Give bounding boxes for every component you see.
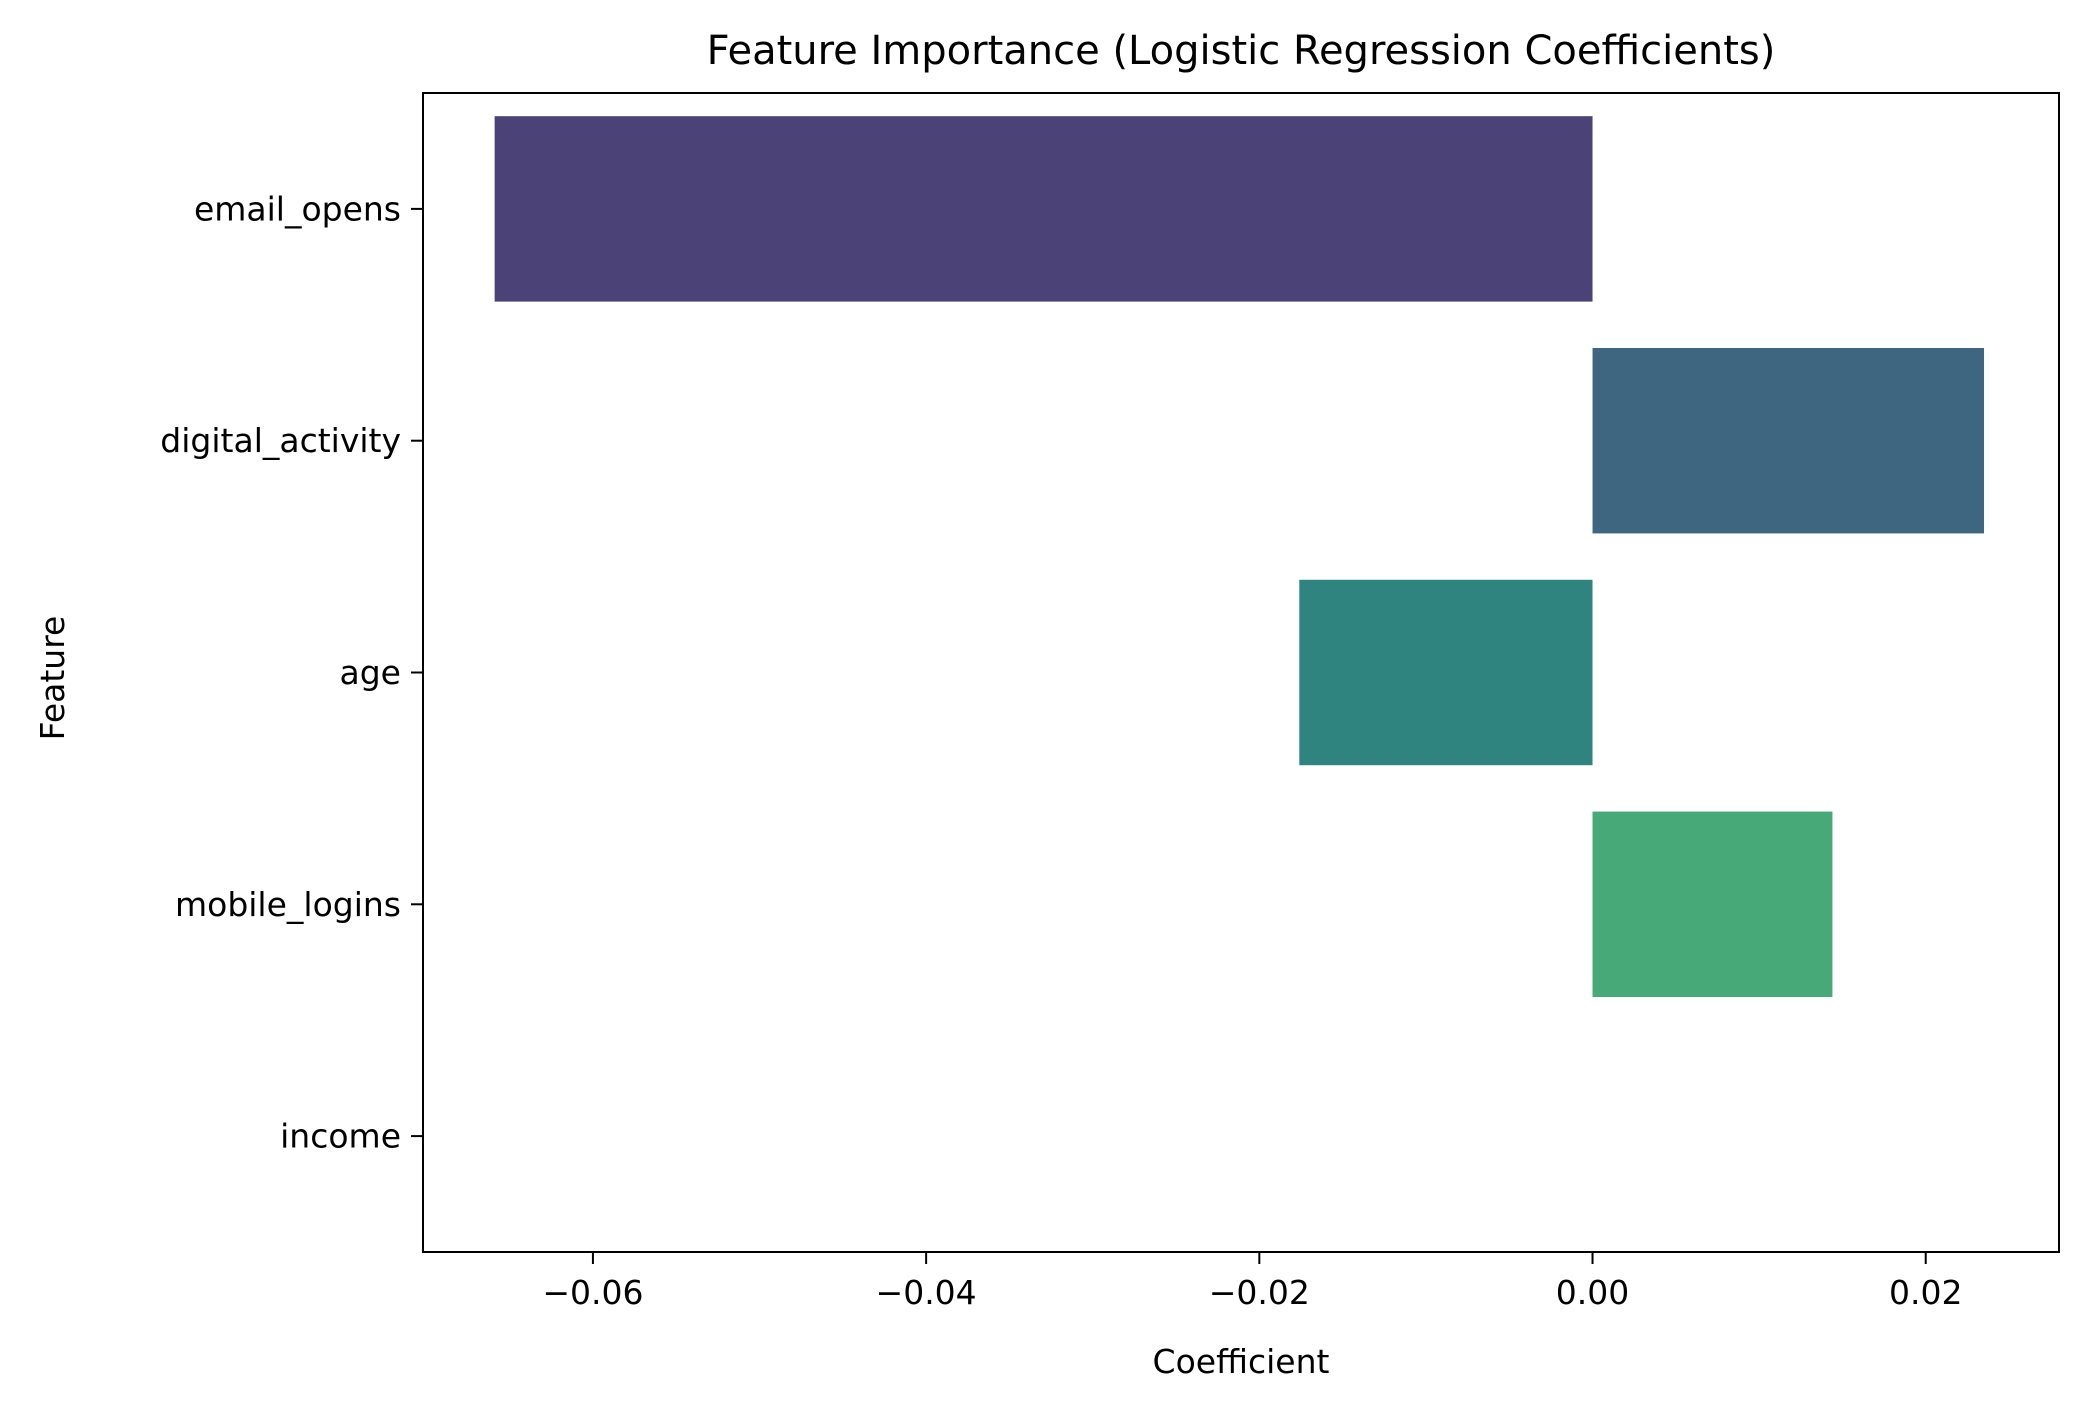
x-axis-ticks: −0.06 −0.04 −0.02 0.00 0.02 [542,1252,1962,1312]
bar-digital_activity [1592,347,1985,534]
y-tick-label: mobile_logins [175,885,401,924]
y-tick-label: digital_activity [160,421,401,460]
x-tick-label: 0.00 [1556,1273,1629,1312]
bars-group [494,116,1985,998]
bar-mobile_logins [1592,811,1833,998]
x-tick-label: −0.02 [1209,1273,1310,1312]
y-tick-label: email_opens [194,189,401,228]
x-axis-label: Coefficient [1153,1342,1330,1381]
x-tick-label: −0.04 [876,1273,977,1312]
bar-age [1299,579,1593,766]
y-tick-label: income [280,1117,401,1156]
x-tick-label: 0.02 [1889,1273,1962,1312]
bar-email_opens [494,116,1593,302]
y-tick-label: age [340,653,401,692]
chart-title: Feature Importance (Logistic Regression … [707,28,1776,74]
x-tick-label: −0.06 [542,1273,643,1312]
y-axis-label: Feature [33,616,72,741]
